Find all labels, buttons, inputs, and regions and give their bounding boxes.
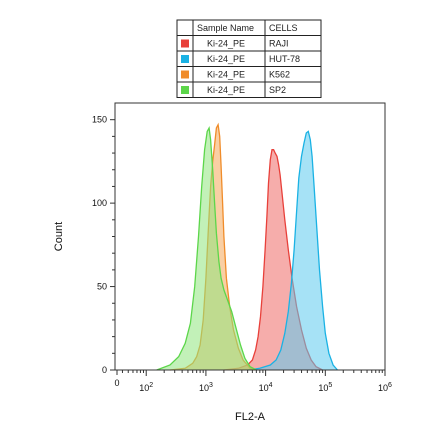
legend-sample-name: Ki-24_PE	[207, 39, 245, 49]
legend-sample-name: Ki-24_PE	[207, 85, 245, 95]
legend-cells-name: SP2	[269, 85, 286, 95]
x-axis-title: FL2-A	[235, 411, 266, 423]
y-tick-label: 50	[97, 282, 107, 292]
y-axis-title: Count	[53, 222, 65, 251]
legend-swatch-raji	[181, 39, 189, 48]
y-tick-label: 100	[92, 198, 107, 208]
axes: 0 50 100 150 0 102 103 104 105 106 FL2-A Count	[53, 102, 392, 423]
legend: Sample Name CELLS Ki-24_PE RAJI Ki-24_PE HUT-…	[176, 19, 322, 98]
legend-swatch-k562	[181, 70, 189, 79]
legend-cells-name: RAJI	[269, 39, 289, 49]
x-tick-label: 106	[378, 382, 392, 393]
legend-cells-name: K562	[269, 70, 290, 80]
histogram-fill-hut-78	[247, 131, 338, 370]
legend-cells-name: HUT-78	[269, 54, 300, 64]
histogram-line-sp2	[156, 125, 257, 371]
legend-header-sample: Sample Name	[197, 23, 254, 33]
histogram-line-hut-78	[247, 130, 338, 371]
x-tick-label: 105	[318, 382, 332, 393]
legend-header-cells: CELLS	[269, 23, 298, 33]
legend-swatch-hut-78	[181, 55, 189, 63]
plot-area	[156, 122, 338, 371]
plot-frame	[114, 102, 386, 371]
legend-sample-name: Ki-24_PE	[207, 70, 245, 80]
x-tick-label: 103	[199, 382, 213, 393]
y-tick-label: 150	[92, 115, 107, 125]
x-tick-label: 102	[139, 382, 153, 393]
legend-sample-name: Ki-24_PE	[207, 54, 245, 64]
histogram-fill-sp2	[156, 128, 257, 370]
x-tick-label: 0	[114, 378, 119, 388]
legend-frame	[176, 19, 322, 98]
y-tick-label: 0	[102, 365, 107, 375]
legend-swatch-sp2	[181, 86, 189, 94]
x-tick-label: 104	[259, 382, 273, 393]
